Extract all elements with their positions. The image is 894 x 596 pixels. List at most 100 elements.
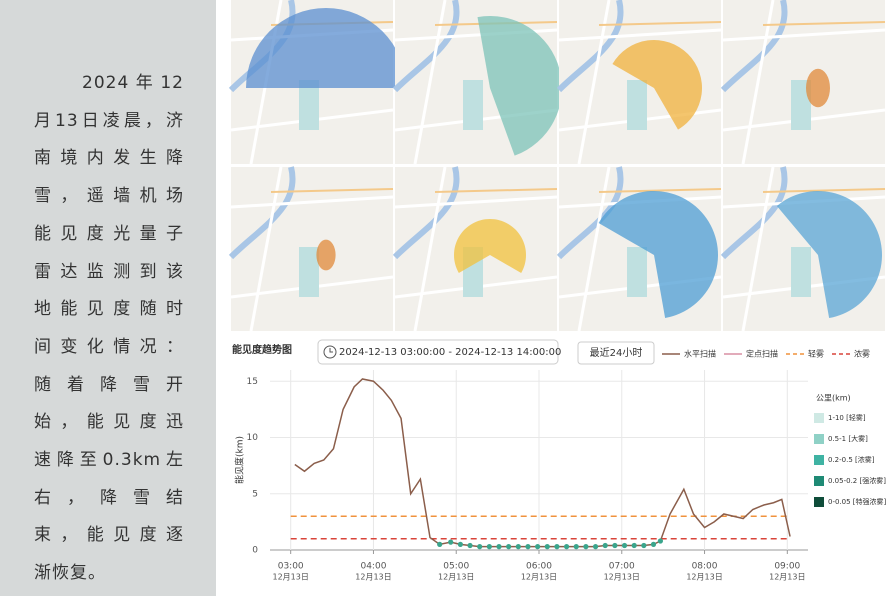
radar-maps <box>228 0 886 332</box>
x-tick-date: 12月13日 <box>438 573 474 582</box>
caption-line: 雪，遥墙机场 <box>34 186 184 207</box>
road <box>434 188 558 193</box>
legend-label: 轻雾 <box>808 349 824 359</box>
caption-line: 月13日凌晨，济 <box>34 110 184 131</box>
road <box>598 188 722 193</box>
caption-line: 能见度光量子 <box>34 223 184 244</box>
bins-title: 公里(km) <box>816 394 851 403</box>
x-tick-label: 07:00 <box>609 562 635 572</box>
point <box>641 542 647 549</box>
x-tick-label: 06:00 <box>526 562 552 572</box>
river <box>392 166 460 260</box>
road <box>762 188 886 193</box>
point <box>535 544 541 550</box>
point <box>563 544 570 550</box>
radar-fan <box>316 239 336 271</box>
road <box>762 21 886 26</box>
chart-title: 能见度趋势图 <box>232 343 292 356</box>
radar-fan <box>477 16 562 156</box>
legend-label: 浓雾 <box>854 350 870 359</box>
point <box>657 538 663 544</box>
caption-line: 渐恢复。 <box>34 563 106 584</box>
point <box>477 544 483 550</box>
point <box>612 542 618 549</box>
point <box>650 541 657 547</box>
caption-line: 右，降雪结 <box>34 487 184 508</box>
point <box>486 544 492 550</box>
river <box>392 0 460 93</box>
bin-swatch <box>814 497 824 507</box>
radar-fan <box>598 190 718 319</box>
caption-line: 南境内发生降 <box>34 148 184 169</box>
point <box>583 544 589 550</box>
bin-label: 0.05-0.2 [强浓雾] <box>828 476 886 485</box>
x-tick-label: 04:00 <box>360 562 386 572</box>
airport-area <box>463 80 483 130</box>
x-tick-date: 12月13日 <box>769 573 805 582</box>
point <box>437 541 443 547</box>
point <box>457 541 463 547</box>
airport-area <box>299 247 319 297</box>
airport-area <box>627 247 647 297</box>
airport-area <box>791 247 811 297</box>
road <box>598 21 722 26</box>
point <box>592 544 599 550</box>
time-range-box[interactable] <box>317 339 559 365</box>
chart-bg <box>230 332 894 596</box>
caption-line: 束，能见度逐 <box>34 525 184 546</box>
radar-fan <box>612 39 702 130</box>
x-tick-date: 12月13日 <box>273 573 309 582</box>
bin-swatch <box>814 455 824 465</box>
point <box>525 544 531 550</box>
point <box>602 542 608 549</box>
y-tick-label: 5 <box>252 489 258 499</box>
y-tick-label: 10 <box>247 433 259 443</box>
radar-fan <box>454 219 526 273</box>
x-tick-label: 05:00 <box>443 562 469 572</box>
point <box>496 544 502 550</box>
recent-button[interactable] <box>577 341 655 365</box>
caption-line: 速降至0.3km左 <box>34 450 184 470</box>
point <box>631 542 637 549</box>
radar-fan <box>806 68 830 108</box>
bin-label: 1-10 [轻雾] <box>828 413 866 422</box>
x-tick-label: 03:00 <box>278 562 304 572</box>
airport-area <box>627 80 647 130</box>
caption-line: 始，能见度迅 <box>34 412 184 433</box>
point <box>448 539 454 545</box>
caption-line: 间变化情况： <box>34 336 184 357</box>
bin-label: 0.5-1 [大雾] <box>828 434 868 443</box>
caption-line: 2024年12 <box>82 73 184 93</box>
point <box>467 542 473 549</box>
x-tick-label: 09:00 <box>774 562 800 572</box>
bin-swatch <box>814 476 824 486</box>
legend-label: 水平扫描 <box>684 349 716 359</box>
point <box>506 544 512 550</box>
point <box>554 544 560 550</box>
road <box>270 188 394 193</box>
caption-line: 随着降雪开 <box>34 374 184 395</box>
x-tick-date: 12月13日 <box>355 573 391 582</box>
river <box>720 166 788 260</box>
caption-panel: 2024年12 月13日凌晨，济 南境内发生降 雪，遥墙机场 能见度光量子 雷达监测到该地… <box>0 0 216 596</box>
bin-swatch <box>814 413 824 423</box>
river <box>228 166 296 260</box>
legend-label: 定点扫描 <box>746 349 778 359</box>
airport-area <box>299 80 319 130</box>
river <box>720 0 788 93</box>
river <box>556 0 624 93</box>
clock-icon <box>323 345 337 359</box>
point <box>621 542 628 549</box>
series-line <box>294 378 791 548</box>
x-tick-date: 12月13日 <box>604 573 640 582</box>
x-tick-date: 12月13日 <box>521 573 557 582</box>
clock-hand <box>329 348 333 353</box>
radar-fan <box>246 8 406 88</box>
radar-fan <box>776 191 882 319</box>
caption-line: 地能见度随时 <box>34 299 184 320</box>
recent-button-label: 最近24小时 <box>590 346 643 359</box>
bin-label: 0-0.05 [特强浓雾] <box>828 497 887 506</box>
bin-swatch <box>814 434 824 444</box>
airport-area <box>791 80 811 130</box>
